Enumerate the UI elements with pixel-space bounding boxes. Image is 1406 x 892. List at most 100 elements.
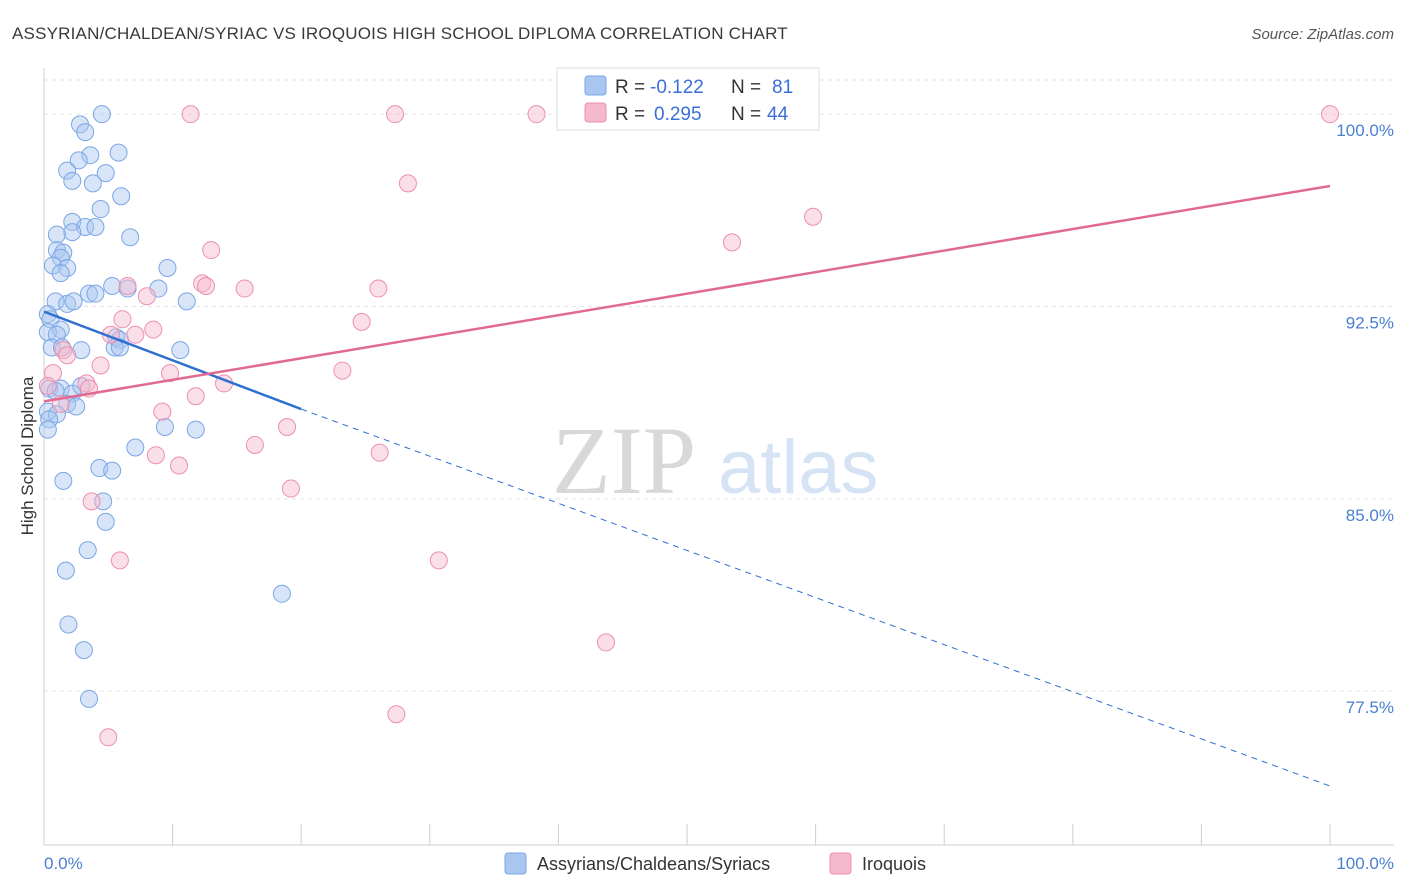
iroquois-point xyxy=(118,276,137,295)
legend-swatch-assyrian xyxy=(504,852,527,875)
assyrian-point xyxy=(51,248,70,267)
assyrian-point xyxy=(80,284,99,303)
iroquois-point xyxy=(281,479,300,498)
y-tick-label: 85.0% xyxy=(1346,506,1394,525)
assyrian-point xyxy=(54,243,73,262)
assyrian-point xyxy=(64,292,83,311)
iroquois-point xyxy=(99,728,118,747)
assyrian-point xyxy=(96,512,115,531)
assyrian-point xyxy=(103,276,122,295)
stats-swatch-iroquois xyxy=(584,102,607,123)
assyrian-point xyxy=(158,259,177,278)
iroquois-point xyxy=(352,312,371,331)
assyrian-point xyxy=(74,641,93,660)
iroquois-point xyxy=(369,279,388,298)
legend-label-assyrian: Assyrians/Chaldeans/Syriacs xyxy=(537,854,770,874)
stats-swatch-assyrian xyxy=(584,75,607,96)
iroquois-point xyxy=(245,435,264,454)
assyrian-point xyxy=(86,284,105,303)
assyrian-point xyxy=(83,174,102,193)
trend-lines xyxy=(43,184,1331,787)
iroquois-point xyxy=(113,310,132,329)
assyrian-point xyxy=(96,164,115,183)
iroquois-point xyxy=(82,492,101,511)
stats-n-value-2: 44 xyxy=(767,104,789,125)
stats-r-value-1: -0.122 xyxy=(650,77,704,98)
assyrian-point xyxy=(72,341,91,360)
assyrian-point xyxy=(109,143,128,162)
assyrian-point xyxy=(81,146,100,165)
assyrian-point xyxy=(155,418,174,437)
iroquois-point xyxy=(527,105,546,124)
assyrian-trend-line xyxy=(43,310,302,411)
iroquois-point xyxy=(144,320,163,339)
iroquois-point xyxy=(38,376,57,395)
assyrian-point xyxy=(56,561,75,580)
assyrian-point xyxy=(177,292,196,311)
series-legend: Assyrians/Chaldeans/Syriacs Iroquois xyxy=(504,852,926,875)
y-axis-title: High School Diploma xyxy=(18,376,37,535)
data-points xyxy=(38,105,1339,747)
assyrian-point xyxy=(86,217,105,236)
x-tick-label-min: 0.0% xyxy=(44,854,83,873)
assyrian-point xyxy=(76,123,95,142)
iroquois-point xyxy=(161,364,180,383)
assyrian-point xyxy=(272,584,291,603)
watermark-zip: ZIP xyxy=(552,407,696,514)
assyrian-point xyxy=(171,341,190,360)
source-credit: Source: ZipAtlas.com xyxy=(1251,26,1394,43)
stats-n-value-1: 81 xyxy=(772,77,793,98)
assyrian-point xyxy=(42,338,61,357)
iroquois-point xyxy=(429,551,448,570)
stats-r-label-2: R = xyxy=(615,104,645,125)
assyrian-point xyxy=(103,461,122,480)
y-tick-labels: 77.5% 85.0% 92.5% 100.0% xyxy=(1336,121,1394,717)
assyrian-point xyxy=(69,151,88,170)
legend-swatch-iroquois xyxy=(829,852,852,875)
assyrian-point xyxy=(63,223,82,242)
assyrian-point xyxy=(186,420,205,439)
assyrian-point xyxy=(47,225,66,244)
iroquois-point xyxy=(137,287,156,306)
iroquois-point xyxy=(146,446,165,465)
iroquois-point xyxy=(723,233,742,252)
iroquois-point xyxy=(186,387,205,406)
stats-r-label-1: R = xyxy=(615,77,645,98)
iroquois-point xyxy=(181,105,200,124)
y-tick-label: 92.5% xyxy=(1346,313,1394,332)
stats-legend: R = -0.122 N = 81 R = 0.295 N = 44 xyxy=(556,67,820,131)
x-tick-label-max: 100.0% xyxy=(1336,854,1394,873)
iroquois-point xyxy=(197,276,216,295)
assyrian-point xyxy=(63,171,82,190)
assyrian-point xyxy=(78,541,97,560)
iroquois-point xyxy=(58,346,77,365)
iroquois-point xyxy=(596,633,615,652)
iroquois-point xyxy=(202,241,221,260)
iroquois-point xyxy=(170,456,189,475)
y-tick-label: 100.0% xyxy=(1336,121,1394,140)
assyrian-point xyxy=(59,615,78,634)
iroquois-point xyxy=(235,279,254,298)
iroquois-point xyxy=(110,551,129,570)
assyrian-point xyxy=(112,187,131,206)
assyrian-point xyxy=(121,228,140,247)
assyrian-trend-extension xyxy=(301,408,1331,787)
legend-label-iroquois: Iroquois xyxy=(862,854,926,874)
assyrian-point xyxy=(54,471,73,490)
iroquois-point xyxy=(370,443,389,462)
assyrian-point xyxy=(58,161,77,180)
assyrian-point xyxy=(80,689,99,708)
iroquois-point xyxy=(1321,105,1339,124)
iroquois-trend-line xyxy=(43,184,1331,403)
iroquois-point xyxy=(153,402,172,421)
iroquois-point xyxy=(804,207,823,226)
assyrian-point xyxy=(38,420,57,439)
iroquois-point xyxy=(386,105,405,124)
iroquois-point xyxy=(278,418,297,437)
watermark-atlas: atlas xyxy=(718,425,879,510)
assyrian-point xyxy=(91,200,110,219)
stats-r-value-2: 0.295 xyxy=(654,104,702,125)
assyrian-point xyxy=(51,264,70,283)
iroquois-point xyxy=(398,174,417,193)
